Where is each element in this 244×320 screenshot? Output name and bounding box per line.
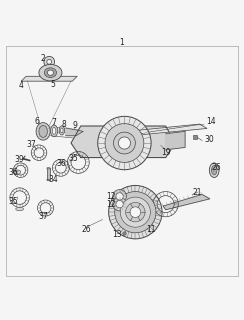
Polygon shape	[163, 195, 210, 210]
Ellipse shape	[59, 126, 64, 135]
Ellipse shape	[47, 70, 53, 75]
Text: 12: 12	[106, 192, 116, 201]
Polygon shape	[66, 128, 83, 136]
Circle shape	[126, 203, 145, 222]
Text: 13: 13	[112, 230, 122, 239]
Circle shape	[98, 116, 151, 170]
Text: 14: 14	[206, 117, 216, 126]
Circle shape	[116, 201, 123, 208]
Text: 39: 39	[15, 155, 24, 164]
Bar	[47, 168, 50, 180]
Text: 4: 4	[18, 81, 23, 90]
Ellipse shape	[61, 128, 63, 133]
Ellipse shape	[36, 123, 50, 140]
Text: 34: 34	[48, 175, 58, 184]
Text: 5: 5	[51, 80, 55, 89]
Text: 30: 30	[204, 135, 214, 144]
Circle shape	[109, 186, 162, 239]
Text: 36: 36	[9, 168, 19, 177]
Circle shape	[130, 207, 141, 218]
Circle shape	[120, 197, 150, 227]
Ellipse shape	[14, 170, 21, 174]
Circle shape	[116, 193, 123, 200]
Text: 36: 36	[56, 159, 66, 169]
Circle shape	[47, 59, 52, 64]
Text: 35: 35	[9, 197, 19, 206]
Text: 6: 6	[35, 117, 40, 126]
Text: 26: 26	[211, 163, 221, 172]
Text: 2: 2	[41, 54, 46, 63]
Text: 19: 19	[161, 148, 171, 157]
Polygon shape	[166, 132, 185, 150]
Polygon shape	[137, 124, 207, 134]
Text: 26: 26	[81, 225, 91, 234]
Text: 9: 9	[73, 121, 78, 130]
Ellipse shape	[16, 207, 23, 211]
Ellipse shape	[209, 163, 219, 178]
Text: 1: 1	[120, 38, 124, 47]
Ellipse shape	[44, 68, 57, 77]
Ellipse shape	[47, 168, 50, 169]
Ellipse shape	[47, 179, 50, 180]
Ellipse shape	[212, 165, 217, 175]
Text: 21: 21	[193, 188, 203, 197]
Ellipse shape	[52, 127, 56, 134]
Text: 37: 37	[27, 140, 37, 149]
Circle shape	[113, 197, 126, 211]
Text: 37: 37	[38, 212, 48, 221]
Circle shape	[105, 124, 144, 163]
Polygon shape	[21, 76, 77, 81]
Circle shape	[115, 192, 156, 233]
Ellipse shape	[51, 125, 58, 137]
Circle shape	[118, 137, 131, 149]
Text: 35: 35	[68, 154, 78, 163]
Circle shape	[113, 189, 126, 203]
Text: 8: 8	[62, 120, 67, 129]
Ellipse shape	[39, 125, 47, 137]
Ellipse shape	[39, 64, 62, 81]
Text: 12: 12	[106, 200, 116, 209]
Circle shape	[44, 56, 55, 67]
Polygon shape	[71, 126, 175, 157]
Circle shape	[113, 132, 135, 154]
Text: 7: 7	[51, 118, 56, 127]
Text: 11: 11	[146, 225, 155, 234]
